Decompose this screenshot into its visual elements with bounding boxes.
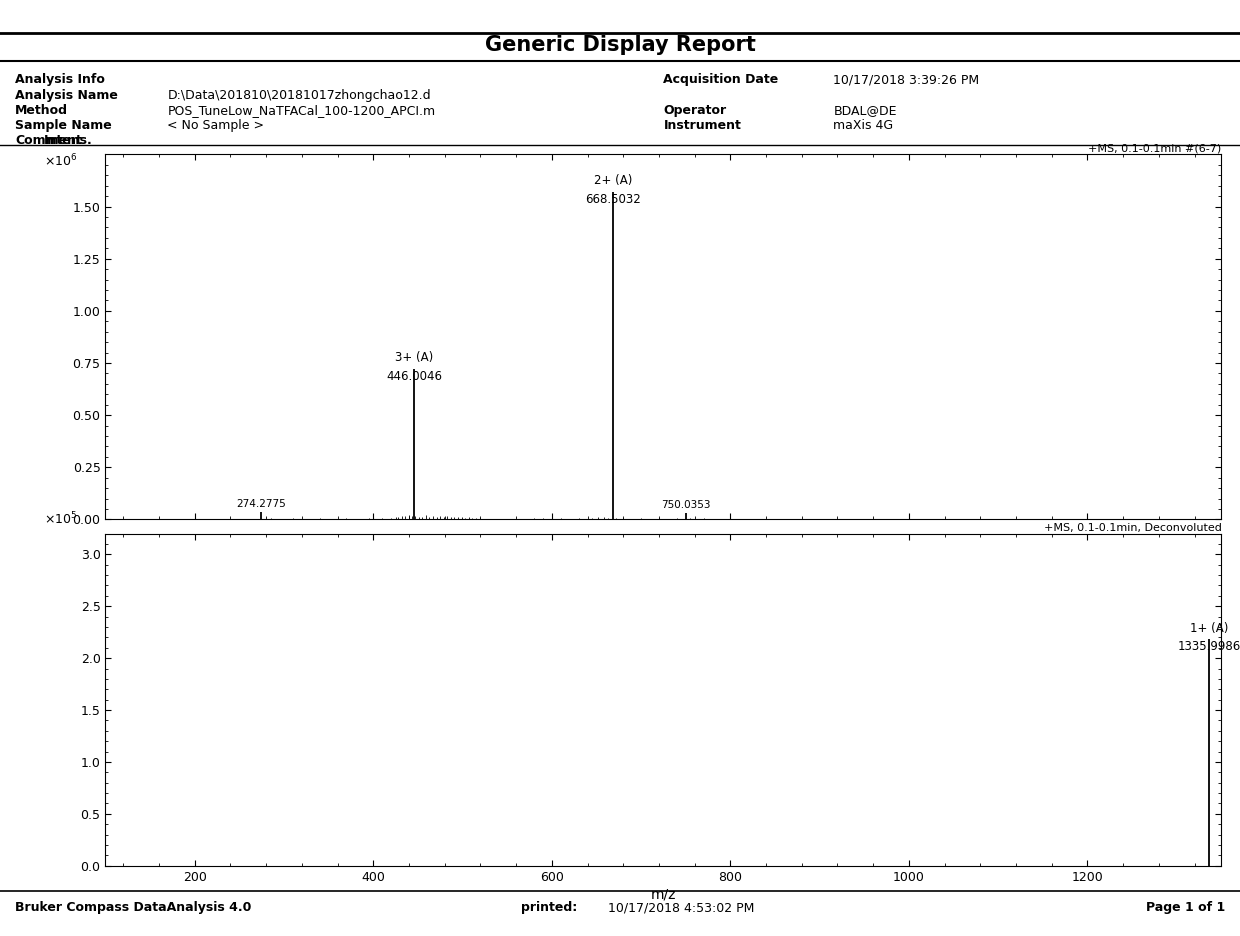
Text: Acquisition Date: Acquisition Date	[663, 73, 779, 86]
Text: Bruker Compass DataAnalysis 4.0: Bruker Compass DataAnalysis 4.0	[15, 901, 252, 914]
Text: D:\Data\201810\20181017zhongchao12.d: D:\Data\201810\20181017zhongchao12.d	[167, 89, 432, 102]
X-axis label: m/z: m/z	[651, 888, 676, 901]
Text: 274.2775: 274.2775	[236, 499, 286, 509]
Text: +MS, 0.1-0.1min, Deconvoluted: +MS, 0.1-0.1min, Deconvoluted	[1044, 523, 1221, 533]
Text: Comment: Comment	[15, 134, 82, 147]
Text: $\times$10$^5$: $\times$10$^5$	[45, 510, 77, 527]
Text: printed:: printed:	[521, 901, 577, 914]
Text: Intens.: Intens.	[45, 134, 93, 147]
Text: 10/17/2018 3:39:26 PM: 10/17/2018 3:39:26 PM	[833, 73, 980, 86]
Text: Page 1 of 1: Page 1 of 1	[1146, 901, 1225, 914]
Text: maXis 4G: maXis 4G	[833, 119, 893, 132]
Text: +MS, 0.1-0.1min #(6-7): +MS, 0.1-0.1min #(6-7)	[1089, 144, 1221, 154]
Text: 2+ (A): 2+ (A)	[594, 174, 632, 187]
Text: Analysis Name: Analysis Name	[15, 89, 118, 102]
Text: BDAL@DE: BDAL@DE	[833, 104, 897, 117]
Text: Generic Display Report: Generic Display Report	[485, 35, 755, 55]
Text: 3+ (A): 3+ (A)	[396, 351, 434, 364]
Text: 750.0353: 750.0353	[661, 501, 711, 510]
Text: < No Sample >: < No Sample >	[167, 119, 264, 132]
Text: Instrument: Instrument	[663, 119, 742, 132]
Text: Operator: Operator	[663, 104, 727, 117]
Text: $\times$10$^6$: $\times$10$^6$	[45, 153, 78, 169]
Text: Sample Name: Sample Name	[15, 119, 112, 132]
Text: 1+ (A): 1+ (A)	[1189, 622, 1228, 636]
Text: 446.0046: 446.0046	[387, 370, 443, 383]
Text: POS_TuneLow_NaTFACal_100-1200_APCI.m: POS_TuneLow_NaTFACal_100-1200_APCI.m	[167, 104, 435, 117]
Text: 10/17/2018 4:53:02 PM: 10/17/2018 4:53:02 PM	[608, 901, 754, 914]
Text: 668.5032: 668.5032	[585, 193, 641, 206]
Text: 1335.9986: 1335.9986	[1177, 640, 1240, 653]
Text: Analysis Info: Analysis Info	[15, 73, 104, 86]
Text: Method: Method	[15, 104, 68, 117]
